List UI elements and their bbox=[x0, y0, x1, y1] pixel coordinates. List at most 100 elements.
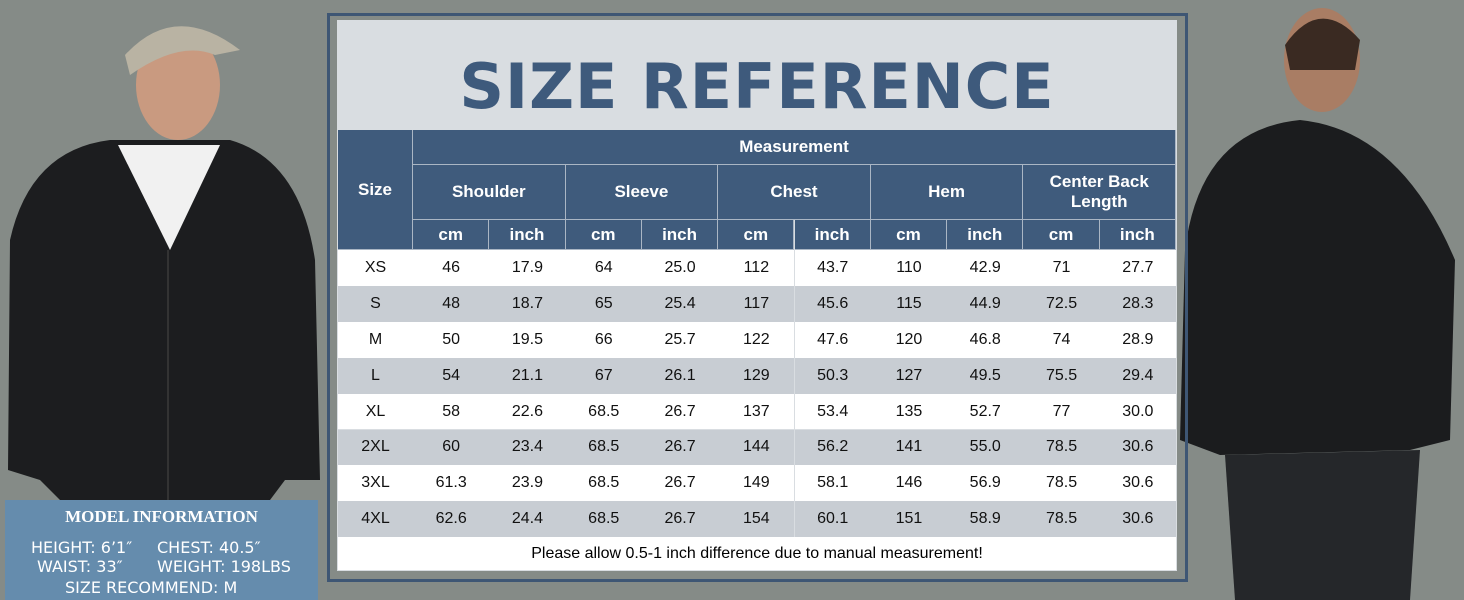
group-header: Measurement bbox=[413, 130, 1176, 165]
measurement: 43.7 bbox=[794, 250, 871, 286]
measurement: 66 bbox=[565, 321, 642, 358]
measurement: 64 bbox=[565, 250, 642, 286]
right-model bbox=[1180, 8, 1455, 600]
unit-header: cm bbox=[718, 220, 795, 250]
column-header: Chest bbox=[718, 165, 871, 220]
model-line: HEIGHT: 6’1″ bbox=[31, 538, 133, 557]
measurement: 18.7 bbox=[489, 285, 566, 322]
column-header: Center Back Length bbox=[1023, 165, 1176, 220]
column-header: Sleeve bbox=[565, 165, 719, 220]
left-model bbox=[8, 26, 320, 500]
measurement: 149 bbox=[718, 465, 795, 502]
measurement: 47.6 bbox=[794, 321, 871, 358]
measurement: 46.8 bbox=[947, 321, 1024, 358]
measurement: 24.4 bbox=[489, 501, 566, 538]
measurement: 137 bbox=[718, 393, 795, 430]
measurement: 60 bbox=[413, 429, 490, 466]
measurement: 117 bbox=[718, 285, 795, 322]
measurement: 127 bbox=[870, 357, 948, 394]
measurement: 58 bbox=[413, 393, 490, 430]
measurement: 74 bbox=[1023, 321, 1100, 358]
size-header: Size bbox=[338, 130, 413, 250]
unit-header: cm bbox=[1023, 220, 1100, 250]
unit-header: inch bbox=[947, 220, 1024, 250]
unit-header: inch bbox=[1099, 220, 1176, 250]
measurement: 122 bbox=[718, 321, 795, 358]
measurement: 112 bbox=[718, 250, 795, 286]
measurement: 25.4 bbox=[641, 285, 719, 322]
unit-header: cm bbox=[565, 220, 642, 250]
measurement: 60.1 bbox=[794, 501, 871, 538]
size-label: S bbox=[338, 285, 413, 322]
unit-header: inch bbox=[489, 220, 566, 250]
measurement: 19.5 bbox=[489, 321, 566, 358]
measurement: 26.7 bbox=[641, 465, 719, 502]
measurement: 61.3 bbox=[413, 465, 490, 502]
measurement: 68.5 bbox=[565, 501, 642, 538]
note: Please allow 0.5-1 inch difference due t… bbox=[338, 537, 1176, 570]
measurement: 71 bbox=[1023, 250, 1100, 286]
measurement: 58.9 bbox=[947, 501, 1024, 538]
measurement: 78.5 bbox=[1023, 501, 1100, 538]
measurement: 68.5 bbox=[565, 393, 642, 430]
model-line: WAIST: 33″ bbox=[37, 557, 123, 576]
measurement: 30.0 bbox=[1099, 393, 1176, 430]
measurement: 49.5 bbox=[947, 357, 1024, 394]
model-line: SIZE RECOMMEND: M bbox=[65, 578, 238, 597]
unit-header: inch bbox=[641, 220, 719, 250]
measurement: 56.9 bbox=[947, 465, 1024, 502]
size-label: XS bbox=[338, 250, 413, 286]
measurement: 46 bbox=[413, 250, 490, 286]
measurement: 50.3 bbox=[794, 357, 871, 394]
measurement: 141 bbox=[870, 429, 948, 466]
measurement: 25.0 bbox=[641, 250, 719, 286]
measurement: 144 bbox=[718, 429, 795, 466]
measurement: 146 bbox=[870, 465, 948, 502]
measurement: 72.5 bbox=[1023, 285, 1100, 322]
measurement: 67 bbox=[565, 357, 642, 394]
measurement: 110 bbox=[870, 250, 948, 286]
measurement: 68.5 bbox=[565, 429, 642, 466]
measurement: 17.9 bbox=[489, 250, 566, 286]
measurement: 53.4 bbox=[794, 393, 871, 430]
size-label: L bbox=[338, 357, 413, 394]
measurement: 27.7 bbox=[1099, 250, 1176, 286]
measurement: 50 bbox=[413, 321, 490, 358]
measurement: 56.2 bbox=[794, 429, 871, 466]
size-label: M bbox=[338, 321, 413, 358]
title: SIZE REFERENCE bbox=[459, 50, 1055, 123]
measurement: 30.6 bbox=[1099, 501, 1176, 538]
measurement: 21.1 bbox=[489, 357, 566, 394]
measurement: 77 bbox=[1023, 393, 1100, 430]
measurement: 30.6 bbox=[1099, 429, 1176, 466]
measurement: 25.7 bbox=[641, 321, 719, 358]
measurement: 151 bbox=[870, 501, 948, 538]
model-title: MODEL INFORMATION bbox=[65, 507, 258, 526]
measurement: 65 bbox=[565, 285, 642, 322]
unit-header: inch bbox=[794, 220, 871, 250]
measurement: 28.9 bbox=[1099, 321, 1176, 358]
measurement: 135 bbox=[870, 393, 948, 430]
column-header: Shoulder bbox=[413, 165, 566, 220]
measurement: 68.5 bbox=[565, 465, 642, 502]
model-info: MODEL INFORMATION HEIGHT: 6’1″ CHEST: 40… bbox=[5, 500, 318, 600]
measurement: 42.9 bbox=[947, 250, 1024, 286]
measurement: 26.7 bbox=[641, 429, 719, 466]
measurement: 78.5 bbox=[1023, 429, 1100, 466]
unit-header: cm bbox=[413, 220, 490, 250]
measurement: 62.6 bbox=[413, 501, 490, 538]
size-label: XL bbox=[338, 393, 413, 430]
measurement: 52.7 bbox=[947, 393, 1024, 430]
model-line: CHEST: 40.5″ bbox=[157, 538, 261, 557]
measurement: 48 bbox=[413, 285, 490, 322]
model-line: WEIGHT: 198LBS bbox=[157, 557, 291, 576]
column-header: Hem bbox=[870, 165, 1024, 220]
size-label: 3XL bbox=[338, 465, 413, 502]
panel-border bbox=[327, 13, 1188, 582]
measurement: 78.5 bbox=[1023, 465, 1100, 502]
measurement: 129 bbox=[718, 357, 795, 394]
measurement: 26.7 bbox=[641, 501, 719, 538]
measurement: 58.1 bbox=[794, 465, 871, 502]
measurement: 55.0 bbox=[947, 429, 1024, 466]
